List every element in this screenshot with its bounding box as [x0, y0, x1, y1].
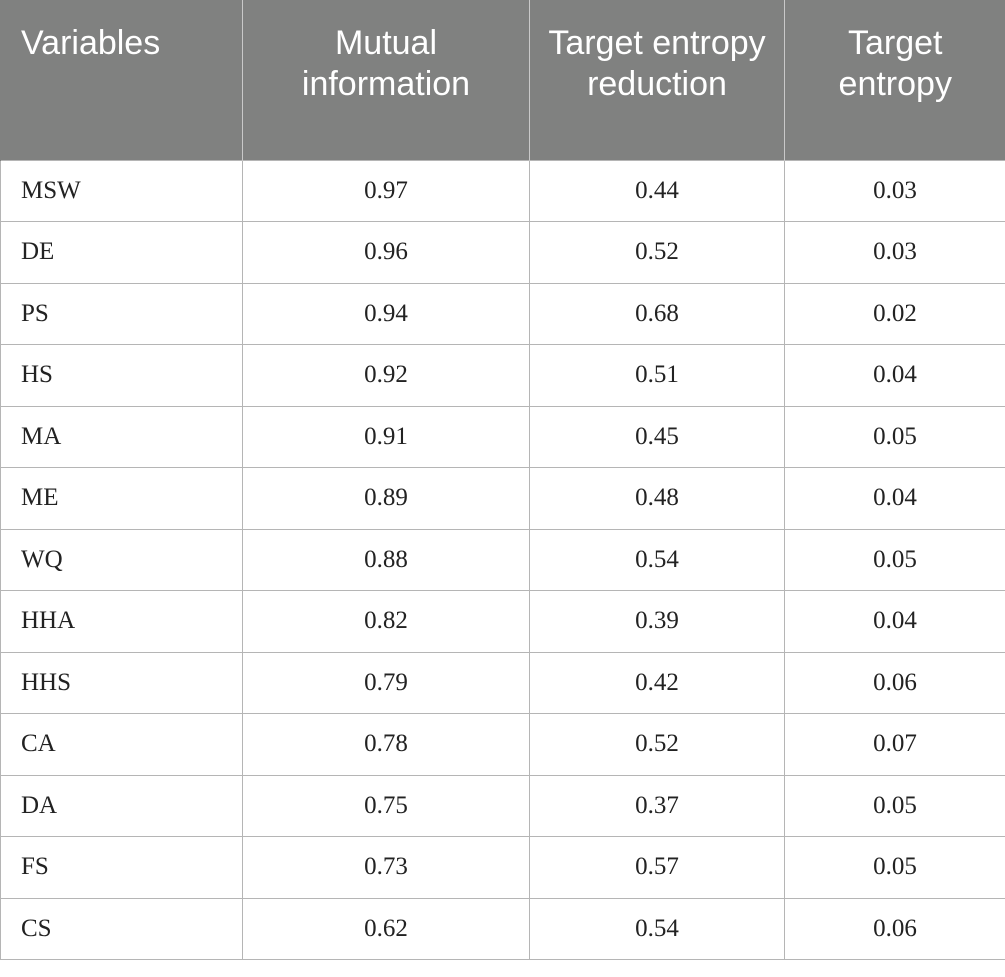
- cell-target-entropy: 0.07: [784, 713, 1005, 776]
- cell-mutual-information: 0.97: [242, 159, 530, 222]
- table-row: HHA 0.82 0.39 0.04: [0, 590, 1005, 653]
- cell-target-entropy-reduction: 0.37: [529, 774, 785, 837]
- cell-variable: WQ: [0, 528, 243, 591]
- cell-target-entropy: 0.05: [784, 774, 1005, 837]
- cell-mutual-information: 0.78: [242, 713, 530, 776]
- cell-mutual-information: 0.82: [242, 590, 530, 653]
- header-row: Variables Mutual information Target entr…: [0, 0, 1005, 160]
- table-row: CS 0.62 0.54 0.06: [0, 897, 1005, 960]
- cell-variable: HHA: [0, 590, 243, 653]
- header-target-entropy: Target entropy: [784, 0, 1005, 160]
- cell-variable: DE: [0, 221, 243, 284]
- cell-target-entropy: 0.06: [784, 897, 1005, 960]
- cell-mutual-information: 0.94: [242, 282, 530, 345]
- table-row: CA 0.78 0.52 0.07: [0, 713, 1005, 776]
- cell-variable: HS: [0, 344, 243, 407]
- cell-target-entropy-reduction: 0.48: [529, 467, 785, 530]
- cell-variable: HHS: [0, 651, 243, 714]
- cell-mutual-information: 0.89: [242, 467, 530, 530]
- cell-target-entropy-reduction: 0.68: [529, 282, 785, 345]
- cell-target-entropy: 0.02: [784, 282, 1005, 345]
- cell-target-entropy: 0.03: [784, 159, 1005, 222]
- table-body: MSW 0.97 0.44 0.03 DE 0.96 0.52 0.03 PS 0.94 0.68 0…: [0, 159, 1005, 960]
- cell-target-entropy: 0.05: [784, 528, 1005, 591]
- cell-variable: DA: [0, 774, 243, 837]
- cell-variable: CA: [0, 713, 243, 776]
- cell-mutual-information: 0.62: [242, 897, 530, 960]
- cell-variable: FS: [0, 836, 243, 899]
- table-row: DE 0.96 0.52 0.03: [0, 221, 1005, 284]
- cell-target-entropy-reduction: 0.44: [529, 159, 785, 222]
- cell-mutual-information: 0.88: [242, 528, 530, 591]
- cell-target-entropy-reduction: 0.52: [529, 713, 785, 776]
- cell-variable: PS: [0, 282, 243, 345]
- table-header: Variables Mutual information Target entr…: [0, 0, 1005, 160]
- cell-variable: MSW: [0, 159, 243, 222]
- table-row: HS 0.92 0.51 0.04: [0, 344, 1005, 407]
- header-target-entropy-reduction: Target entropy reduction: [529, 0, 785, 160]
- table-row: WQ 0.88 0.54 0.05: [0, 528, 1005, 591]
- cell-target-entropy: 0.04: [784, 344, 1005, 407]
- cell-variable: CS: [0, 897, 243, 960]
- cell-target-entropy-reduction: 0.51: [529, 344, 785, 407]
- cell-target-entropy-reduction: 0.52: [529, 221, 785, 284]
- cell-target-entropy-reduction: 0.54: [529, 897, 785, 960]
- cell-mutual-information: 0.96: [242, 221, 530, 284]
- cell-target-entropy-reduction: 0.39: [529, 590, 785, 653]
- cell-target-entropy: 0.03: [784, 221, 1005, 284]
- cell-variable: ME: [0, 467, 243, 530]
- table-row: DA 0.75 0.37 0.05: [0, 774, 1005, 837]
- cell-target-entropy-reduction: 0.42: [529, 651, 785, 714]
- cell-target-entropy-reduction: 0.45: [529, 405, 785, 468]
- cell-target-entropy-reduction: 0.57: [529, 836, 785, 899]
- cell-mutual-information: 0.79: [242, 651, 530, 714]
- cell-mutual-information: 0.73: [242, 836, 530, 899]
- cell-variable: MA: [0, 405, 243, 468]
- cell-mutual-information: 0.75: [242, 774, 530, 837]
- cell-mutual-information: 0.92: [242, 344, 530, 407]
- header-variables: Variables: [0, 0, 243, 160]
- cell-target-entropy: 0.05: [784, 405, 1005, 468]
- table-row: ME 0.89 0.48 0.04: [0, 467, 1005, 530]
- table-row: MSW 0.97 0.44 0.03: [0, 159, 1005, 222]
- cell-target-entropy: 0.04: [784, 590, 1005, 653]
- table-row: HHS 0.79 0.42 0.06: [0, 651, 1005, 714]
- table-row: FS 0.73 0.57 0.05: [0, 836, 1005, 899]
- header-mutual-information: Mutual information: [242, 0, 530, 160]
- cell-mutual-information: 0.91: [242, 405, 530, 468]
- cell-target-entropy-reduction: 0.54: [529, 528, 785, 591]
- table-row: MA 0.91 0.45 0.05: [0, 405, 1005, 468]
- table-row: PS 0.94 0.68 0.02: [0, 282, 1005, 345]
- cell-target-entropy: 0.06: [784, 651, 1005, 714]
- cell-target-entropy: 0.04: [784, 467, 1005, 530]
- cell-target-entropy: 0.05: [784, 836, 1005, 899]
